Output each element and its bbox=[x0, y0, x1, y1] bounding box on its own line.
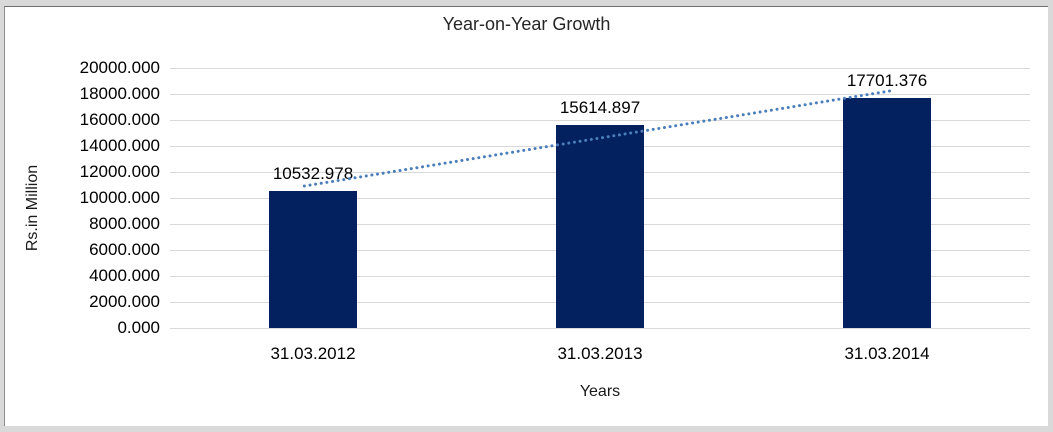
y-axis-tick-label: 6000.000 bbox=[89, 240, 160, 259]
y-axis-tick-label: 8000.000 bbox=[89, 214, 160, 233]
x-axis-title: Years bbox=[579, 383, 621, 400]
gridline bbox=[170, 94, 1030, 95]
y-axis-tick-label: 10000.000 bbox=[79, 188, 160, 207]
bar-31.03.2013 bbox=[556, 125, 644, 328]
y-axis-tick-label: 14000.000 bbox=[79, 136, 160, 155]
x-axis-category-label: 31.03.2012 bbox=[270, 344, 356, 363]
gridline bbox=[170, 328, 1030, 329]
bar-value-label: 10532.978 bbox=[272, 164, 354, 183]
y-axis-tick-label: 12000.000 bbox=[79, 162, 160, 181]
bar-value-label: 17701.376 bbox=[846, 71, 928, 90]
y-axis-tick-label: 18000.000 bbox=[79, 84, 160, 103]
bar-31.03.2014 bbox=[843, 98, 931, 328]
y-axis-tick-label: 4000.000 bbox=[89, 266, 160, 285]
y-axis-tick-label: 16000.000 bbox=[79, 110, 160, 129]
gridline bbox=[170, 68, 1030, 69]
bar-value-label: 15614.897 bbox=[559, 98, 641, 117]
y-axis-tick-label: 20000.000 bbox=[79, 58, 160, 77]
bar-31.03.2012 bbox=[269, 191, 357, 328]
chart-title: Year-on-Year Growth bbox=[442, 14, 611, 34]
y-axis-tick-label: 0.000 bbox=[117, 318, 160, 337]
y-axis-tick-label: 2000.000 bbox=[89, 292, 160, 311]
x-axis-category-label: 31.03.2014 bbox=[844, 344, 930, 363]
x-axis-category-label: 31.03.2013 bbox=[557, 344, 643, 363]
